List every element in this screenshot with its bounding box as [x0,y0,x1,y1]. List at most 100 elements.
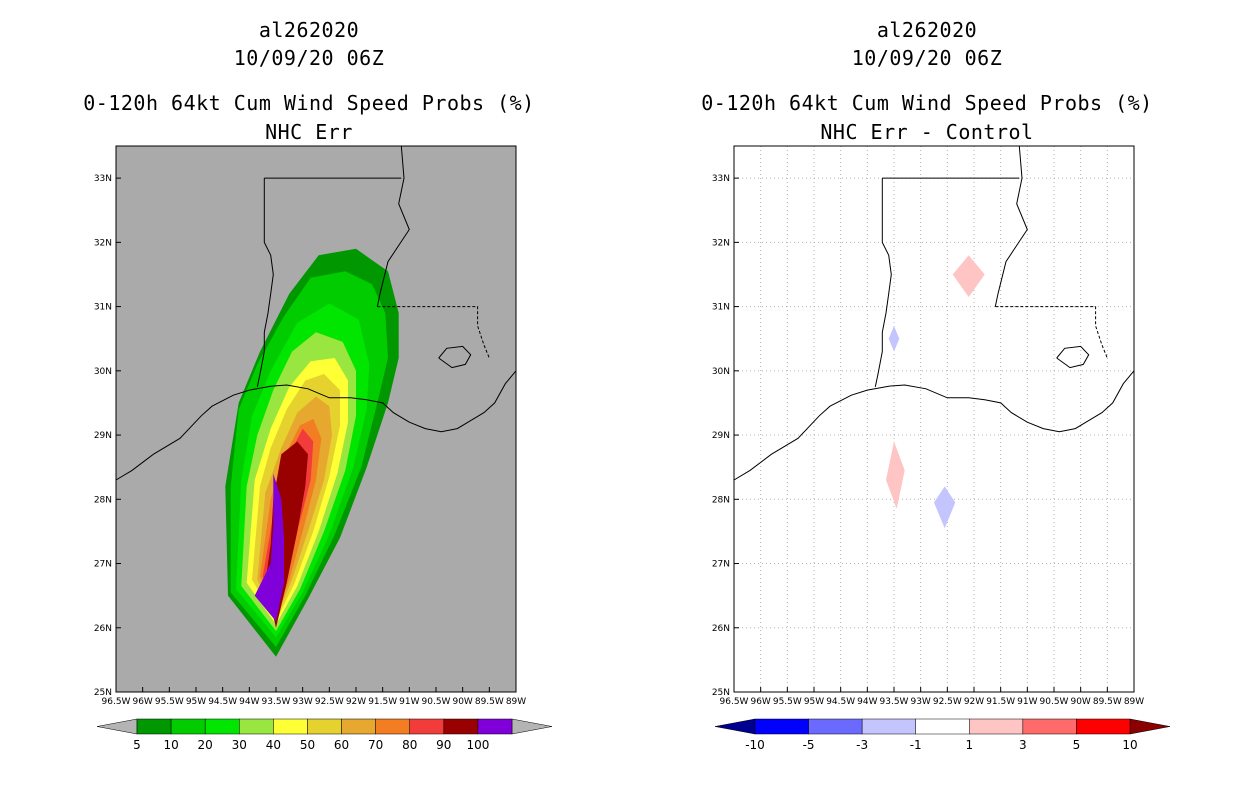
colorbar-label: 30 [232,738,247,752]
lon-label: 93W [910,697,930,707]
colorbar-label: 60 [334,738,349,752]
lat-label: 33N [712,174,730,184]
mississippi-state-border [995,306,1108,359]
lon-label: 90W [1070,697,1090,707]
colorbar-swatch [136,718,172,735]
colorbar-label: 5 [1073,738,1081,752]
colorbar-swatch [204,718,240,735]
colorbar-under-arrow [96,718,138,735]
left-datetime: 10/09/20 06Z [233,46,385,70]
map-outlines [115,145,517,481]
lat-label: 26N [712,624,730,634]
colorbar-label: 50 [300,738,315,752]
right-product-title: 0-120h 64kt Cum Wind Speed Probs (%) [701,91,1153,115]
colorbar-over-arrow [1129,718,1171,735]
lon-label: 96W [132,697,152,707]
left-storm-id: al262020 [258,18,360,42]
lake-pontchartrain [1056,345,1090,369]
lon-label: 90W [452,697,472,707]
sabine-river-border [256,178,274,388]
lat-label: 29N [712,431,730,441]
colorbar: -10 -5 -3 -1 1 3 5 10 [714,718,1171,752]
lat-label: 30N [712,367,730,377]
colorbar-label: 3 [1019,738,1027,752]
gulf-coastline [115,370,517,481]
mississippi-river [376,145,410,307]
right-storm-id: al262020 [876,18,978,42]
lat-label: 27N [94,560,112,570]
lat-label: 27N [712,560,730,570]
difference-region [888,325,900,352]
colorbar-swatch [307,718,342,735]
lon-label: 94W [857,697,877,707]
colorbar-swatch [969,718,1024,735]
right-panel: al262020 10/09/20 06Z 0-120h 64kt Cum Wi… [618,0,1236,800]
lon-label: 96.5W [720,697,749,707]
colorbar-swatch [754,718,809,735]
colorbar-label: -5 [803,738,815,752]
lon-label: 93.5W [880,697,909,707]
colorbar-label: 10 [1122,738,1137,752]
lon-label: 90.5W [1040,697,1069,707]
lon-label: 91W [399,697,419,707]
map-background [734,146,1134,692]
map-frame [115,145,517,693]
lat-label: 25N [712,688,730,698]
colorbar-swatch [375,718,410,735]
left-panel: al262020 10/09/20 06Z 0-120h 64kt Cum Wi… [83,18,553,752]
colorbar-swatch [1022,718,1077,735]
difference-region [952,255,985,297]
lon-label: 92.5W [933,697,962,707]
colorbar-label: 100 [466,738,489,752]
lon-label: 89.5W [1093,697,1122,707]
lon-label: 95.5W [155,697,184,707]
lat-label: 30N [94,367,112,377]
right-datetime: 10/09/20 06Z [851,46,1003,70]
lon-label: 91.5W [368,697,397,707]
lat-label: 25N [94,688,112,698]
lat-label: 32N [712,238,730,248]
colorbar-swatch [239,718,274,735]
colorbar-swatch [443,718,479,735]
colorbar-swatch [341,718,376,735]
colorbar-swatch [808,718,863,735]
colorbar-label: 40 [266,738,281,752]
lon-label: 94.5W [826,697,855,707]
map-frame [733,145,1135,693]
lat-label: 28N [712,495,730,505]
map-outlines [733,145,1135,481]
lon-label: 92W [964,697,984,707]
colorbar-label: 20 [198,738,213,752]
gulf-coastline [733,370,1135,481]
lon-label: 94.5W [208,697,237,707]
lon-label: 90.5W [422,697,451,707]
difference-region [934,486,956,529]
lat-label: 29N [94,431,112,441]
left-subtitle: NHC Err [265,120,353,144]
mississippi-river [994,145,1028,307]
lon-label: 96.5W [102,697,131,707]
colorbar-label: 70 [368,738,383,752]
colorbar-label: 10 [163,738,178,752]
probability-contour-100 [254,473,284,622]
colorbar-swatch [915,718,970,735]
colorbar-swatch [861,718,916,735]
lat-label: 31N [94,303,112,313]
colorbar-label: -10 [745,738,765,752]
lon-label: 91W [1017,697,1037,707]
lat-label: 31N [712,303,730,313]
right-subtitle: NHC Err - Control [820,120,1034,144]
mississippi-state-border [377,306,490,359]
colorbar: 5 10 20 30 40 50 60 70 80 90 100 [96,718,553,752]
sabine-river-border [874,178,892,388]
colorbar-label: 90 [436,738,451,752]
colorbar-swatch [1076,718,1131,735]
colorbar-label: 80 [402,738,417,752]
colorbar-over-arrow [511,718,553,735]
lon-label: 95.5W [773,697,802,707]
colorbar-under-arrow [714,718,756,735]
